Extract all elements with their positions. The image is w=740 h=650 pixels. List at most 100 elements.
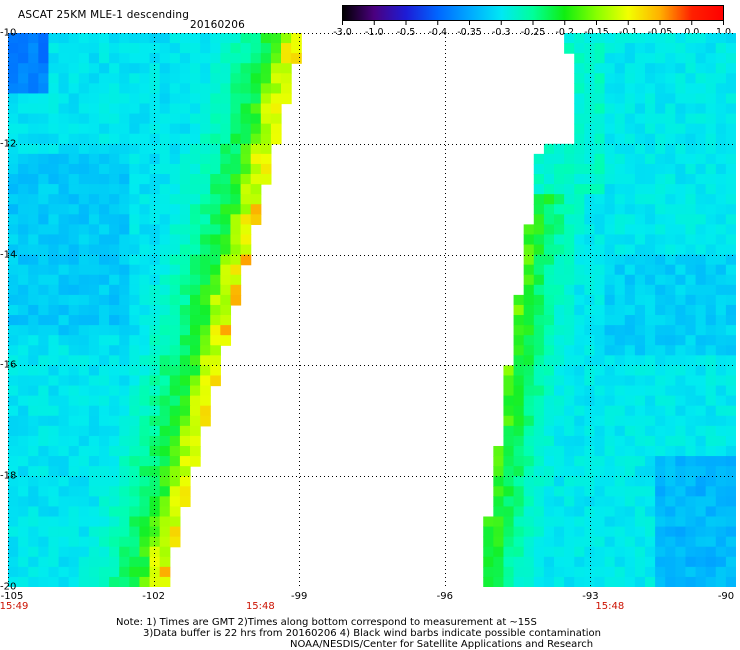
- swath-cell: [675, 486, 687, 497]
- swath-cell: [655, 33, 666, 44]
- swath-cell: [210, 355, 221, 366]
- swath-cell: [533, 385, 545, 397]
- swath-cell: [665, 264, 676, 276]
- swath-cell: [68, 103, 80, 115]
- swath-cell: [200, 375, 211, 387]
- swath-cell: [8, 536, 19, 548]
- swath-cell: [190, 456, 201, 467]
- swath-cell: [48, 486, 60, 497]
- swath-cell: [675, 496, 687, 508]
- swath-cell: [149, 304, 161, 316]
- swath-cell: [695, 456, 707, 467]
- swath-cell: [210, 73, 221, 84]
- swath-cell: [705, 274, 717, 286]
- swath-cell: [715, 284, 727, 296]
- swath-cell: [594, 234, 606, 246]
- swath-cell: [129, 163, 141, 175]
- swath-cell: [725, 486, 736, 497]
- swath-cell: [58, 335, 70, 346]
- swath-cell: [119, 335, 130, 346]
- swath-cell: [179, 234, 191, 246]
- swath-cell: [634, 294, 646, 306]
- swath-cell: [179, 325, 191, 336]
- swath-cell: [129, 274, 141, 286]
- swath-cell: [564, 254, 575, 266]
- swath-cell: [119, 566, 130, 578]
- swath-cell: [705, 415, 717, 427]
- swath-cell: [715, 113, 727, 125]
- swath-cell: [99, 486, 110, 497]
- swath-cell: [38, 304, 50, 316]
- swath-cell: [604, 234, 616, 246]
- swath-cell: [665, 153, 676, 165]
- swath-cell: [594, 456, 606, 467]
- swath-cell: [139, 456, 151, 467]
- swath-cell: [210, 33, 221, 44]
- swath-cell: [513, 445, 525, 457]
- swath-cell: [8, 466, 19, 477]
- swath-cell: [624, 83, 636, 95]
- swath-cell: [99, 456, 110, 467]
- swath-cell: [18, 325, 29, 336]
- swath-cell: [109, 395, 120, 407]
- swath-cell: [68, 435, 80, 447]
- swath-cell: [705, 194, 717, 205]
- swath-cell: [554, 244, 565, 256]
- swath-cell: [88, 435, 100, 447]
- swath-cell: [533, 496, 545, 508]
- swath-cell: [725, 476, 736, 487]
- swath-cell: [574, 345, 585, 356]
- swath-cell: [705, 395, 717, 407]
- swath-cell: [655, 516, 666, 528]
- swath-cell: [129, 466, 141, 477]
- swath-cell: [48, 315, 60, 326]
- swath-cell: [179, 415, 191, 427]
- swath-cell: [8, 556, 19, 568]
- swath-cell: [634, 476, 646, 487]
- swath-cell: [624, 284, 636, 296]
- swath-cell: [675, 254, 687, 266]
- swath-cell: [574, 284, 585, 296]
- swath-cell: [18, 486, 29, 497]
- swath-cell: [68, 153, 80, 165]
- swath-cell: [281, 93, 292, 105]
- swath-cell: [564, 456, 575, 467]
- swath-cell: [665, 516, 676, 528]
- swath-cell: [564, 304, 575, 316]
- swath-cell: [8, 486, 19, 497]
- swath-cell: [675, 63, 687, 74]
- swath-cell: [675, 123, 687, 135]
- swath-cell: [28, 123, 39, 135]
- swath-cell: [270, 83, 282, 95]
- swath-cell: [725, 385, 736, 397]
- swath-cell: [179, 93, 191, 105]
- swath-cell: [159, 93, 171, 105]
- swath-cell: [715, 385, 727, 397]
- swath-cell: [503, 385, 515, 397]
- swath-cell: [18, 83, 29, 95]
- swath-cell: [584, 133, 596, 145]
- swath-cell: [159, 486, 171, 497]
- swath-cell: [665, 304, 676, 316]
- swath-cell: [109, 546, 120, 558]
- swath-cell: [645, 254, 656, 266]
- swath-cell: [179, 63, 191, 74]
- swath-cell: [99, 174, 110, 185]
- swath-cell: [200, 405, 211, 417]
- swath-cell: [604, 93, 616, 105]
- swath-cell: [159, 274, 171, 286]
- swath-cell: [705, 445, 717, 457]
- swath-cell: [584, 476, 596, 487]
- swath-cell: [18, 73, 29, 84]
- swath-cell: [38, 43, 50, 54]
- swath-cell: [169, 63, 181, 74]
- swath-cell: [604, 466, 616, 477]
- swath-cell: [695, 415, 707, 427]
- swath-cell: [88, 163, 100, 175]
- swath-cell: [675, 435, 687, 447]
- swath-cell: [685, 174, 697, 185]
- swath-cell: [159, 244, 171, 256]
- swath-cell: [18, 153, 29, 165]
- swath-cell: [129, 184, 141, 195]
